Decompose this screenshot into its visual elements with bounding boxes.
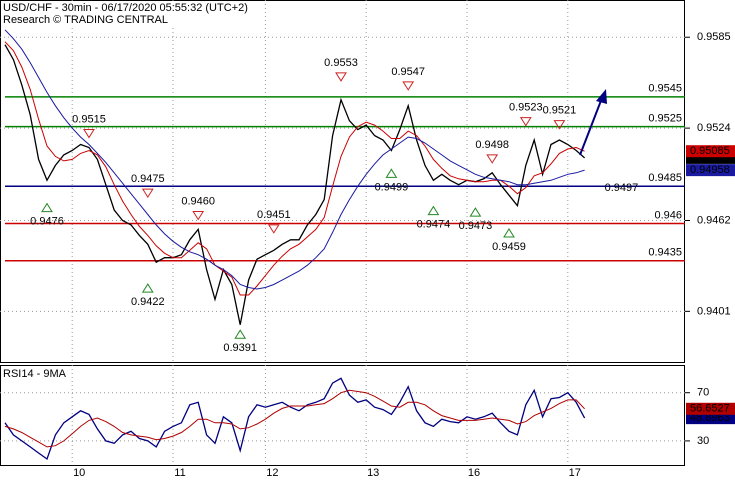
chart-title: USD/CHF - 30min - 06/17/2020 05:55:32 (U…	[3, 2, 248, 14]
title-bg	[1, 1, 246, 27]
high-label: 0.9523	[509, 102, 543, 114]
high-marker	[402, 81, 415, 91]
series-line	[4, 29, 585, 290]
last-value-label: 48.8963	[690, 412, 730, 424]
low-label: 0.9474	[417, 219, 451, 231]
low-marker	[234, 329, 247, 339]
level-label: 0.946	[654, 209, 682, 221]
low-marker	[141, 283, 154, 293]
level-label: 0.9525	[648, 113, 682, 125]
high-marker	[335, 72, 347, 82]
last-value-label: 0.95085	[690, 145, 730, 157]
high-marker	[519, 117, 532, 127]
low-label: 0.9499	[375, 181, 409, 193]
last-value-box	[686, 164, 735, 177]
last-value-box	[686, 402, 735, 415]
low-marker	[385, 168, 398, 178]
low-marker	[469, 207, 482, 217]
series-line	[4, 389, 585, 448]
low-marker	[427, 205, 440, 216]
y-tick-label: 30	[697, 435, 709, 447]
level-label: 0.9545	[648, 83, 682, 95]
high-label: 0.9553	[324, 57, 358, 69]
plot-layer: 0.9545 0.9525 0.9485 0.946 0.9435 0.9476 0.951…	[0, 0, 690, 465]
high-marker	[141, 188, 154, 199]
series-line	[4, 377, 586, 461]
y-tick-label: 0.9585	[697, 31, 731, 43]
high-label: 0.9498	[475, 139, 509, 151]
x-tick-label: 13	[367, 467, 379, 479]
y-tick-label: 0.9462	[697, 214, 731, 226]
x-tick-label: 10	[73, 467, 85, 479]
chart-subtitle: Research © TRADING CENTRAL	[3, 14, 168, 26]
high-label: 0.9521	[543, 104, 577, 116]
price-panel	[0, 0, 685, 363]
last-value-box	[686, 412, 735, 425]
low-label: 0.9459	[492, 241, 526, 253]
high-label: 0.9515	[72, 113, 106, 125]
forecast-arrow	[579, 97, 603, 156]
high-marker	[486, 154, 499, 164]
high-label: 0.9547	[391, 66, 425, 78]
x-tick-label: 11	[174, 467, 185, 479]
high-label: 0.9460	[181, 195, 215, 207]
note-label: 0.9497	[605, 182, 639, 194]
last-value-label: 0.94958	[690, 164, 730, 176]
low-marker	[503, 228, 515, 238]
arrow-head	[596, 89, 607, 104]
low-label: 0.9422	[131, 296, 165, 308]
x-tick-label: 12	[266, 467, 278, 479]
y-tick-label: 0.9524	[697, 122, 731, 134]
level-label: 0.9435	[648, 247, 682, 259]
high-marker	[83, 129, 95, 139]
series-line	[4, 44, 586, 325]
low-label: 0.9476	[30, 216, 64, 228]
high-marker	[553, 120, 566, 130]
x-tick-label: 16	[468, 467, 480, 479]
high-marker	[192, 210, 205, 221]
low-label: 0.9391	[223, 342, 257, 354]
rsi-title: RSI14 - 9MA	[3, 368, 67, 380]
last-value-label: 56.6527	[690, 403, 730, 415]
level-label: 0.9485	[648, 172, 682, 184]
low-label: 0.9473	[459, 220, 493, 232]
high-label: 0.9475	[131, 173, 165, 185]
high-marker	[267, 224, 280, 234]
y-tick-label: 0.9401	[697, 305, 731, 317]
series-line	[4, 41, 585, 296]
low-marker	[41, 202, 53, 213]
last-value-box	[686, 145, 735, 158]
rsi-panel	[0, 365, 685, 466]
y-tick-label: 70	[697, 387, 709, 399]
x-tick-label: 17	[569, 467, 581, 479]
high-label: 0.9451	[257, 209, 291, 221]
